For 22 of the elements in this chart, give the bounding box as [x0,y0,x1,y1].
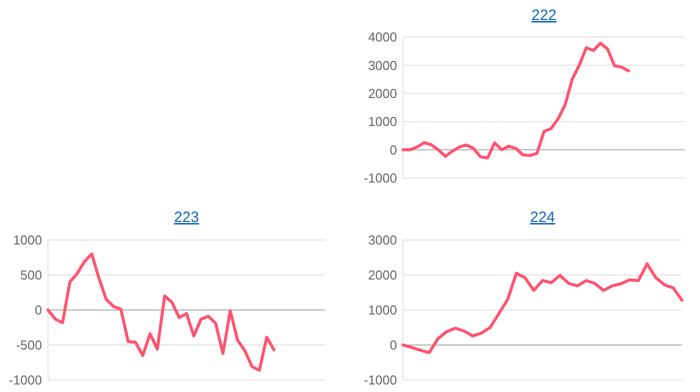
y-tick-label: 3000 [368,232,397,248]
chart-title: 223 [174,209,200,226]
chart-title: 224 [530,209,556,226]
chart-title: 222 [531,7,557,24]
y-tick-label: -1000 [364,170,397,186]
y-tick-label: 1000 [368,114,397,130]
y-tick-label: 0 [390,338,397,353]
y-tick-label: -1000 [8,372,42,388]
y-tick-label: 1000 [13,232,42,248]
y-tick-label: -500 [16,338,42,353]
y-tick-label: -1000 [364,372,397,388]
y-tick-label: 3000 [368,58,397,73]
y-tick-label: 4000 [368,30,397,45]
y-tick-label: 2000 [368,86,397,101]
y-tick-label: 2000 [368,268,397,283]
line-series [402,262,684,354]
y-tick-label: 0 [34,302,42,318]
line-series [46,252,276,372]
y-tick-label: 0 [390,142,397,158]
y-tick-label: 500 [20,268,42,283]
y-tick-label: 1000 [368,302,397,318]
line-series [402,42,630,160]
